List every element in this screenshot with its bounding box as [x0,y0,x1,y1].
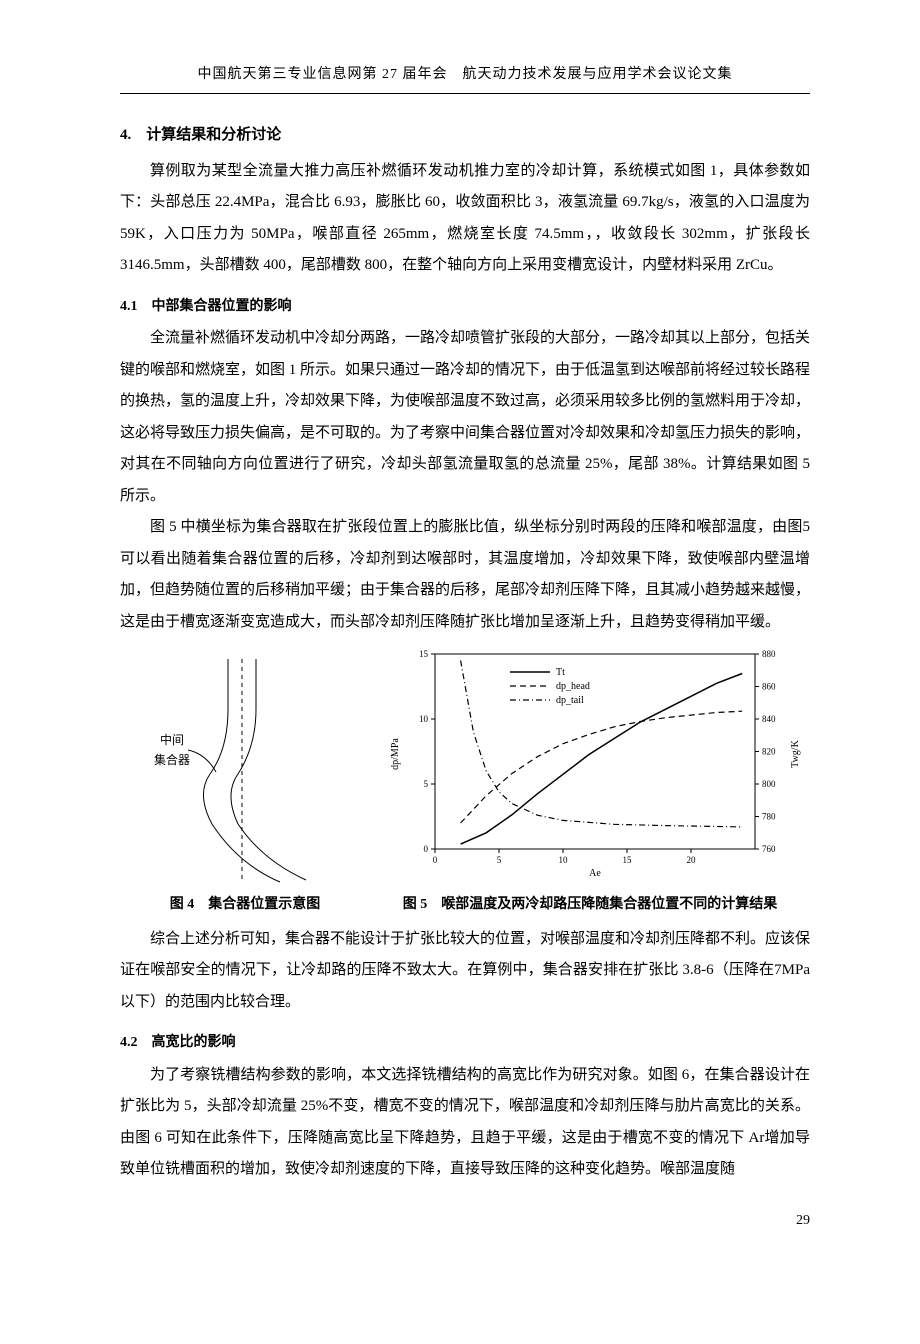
chart-ylabel-right: Twg/K [790,740,801,768]
figure-caption-row: 图 4 集合器位置示意图 图 5 喉部温度及两冷却路压降随集合器位置不同的计算结… [120,890,810,919]
chart-legend: Tt dp_head dp_tail [510,667,590,706]
svg-text:860: 860 [762,682,776,692]
svg-text:15: 15 [419,649,429,659]
svg-text:880: 880 [762,649,776,659]
legend-dphead: dp_head [556,681,590,692]
legend-dptail: dp_tail [556,695,584,706]
svg-text:760: 760 [762,844,776,854]
fig4-label-collector: 集合器 [154,752,190,767]
svg-text:780: 780 [762,812,776,822]
figure-row: 中间 集合器 0 5 10 15 20 0 5 10 15 760 780 800 820 840 86… [120,644,810,884]
svg-text:10: 10 [419,714,429,724]
chart-series-dptail [461,661,743,827]
section-4-1-para-1: 全流量补燃循环发动机中冷却分两路，一路冷却喷管扩张段的大部分，一路冷却其以上部分… [120,323,810,512]
svg-text:0: 0 [424,844,429,854]
figure-4-svg: 中间 集合器 [120,654,320,884]
svg-text:820: 820 [762,747,776,757]
fig4-label-mid: 中间 [160,732,184,747]
chart-ylabel-left: dp/MPa [390,738,401,770]
svg-text:5: 5 [424,779,429,789]
svg-text:15: 15 [623,855,633,865]
svg-text:5: 5 [497,855,502,865]
section-4-1-para-2: 图 5 中横坐标为集合器取在扩张段位置上的膨胀比值，纵坐标分别时两段的压降和喉部… [120,512,810,638]
section-4-title: 4. 计算结果和分析讨论 [120,120,810,152]
figure-5-chart: 0 5 10 15 20 0 5 10 15 760 780 800 820 840 860 880 Ae… [380,644,810,884]
legend-tt: Tt [556,667,565,678]
page-number: 29 [120,1206,810,1235]
svg-text:10: 10 [559,855,569,865]
section-4-1-para-3: 综合上述分析可知，集合器不能设计于扩张比较大的位置，对喉部温度和冷却剂压降都不利… [120,924,810,1019]
figure-4-caption: 图 4 集合器位置示意图 [120,890,370,919]
chart-xlabel: Ae [589,868,601,879]
chart-series-tt [461,674,743,845]
section-4-2-para-1: 为了考察铣槽结构参数的影响，本文选择铣槽结构的高宽比作为研究对象。如图 6，在集… [120,1060,810,1186]
section-4-para-1: 算例取为某型全流量大推力高压补燃循环发动机推力室的冷却计算，系统模式如图 1，具… [120,156,810,282]
svg-text:20: 20 [687,855,697,865]
svg-text:0: 0 [433,855,438,865]
figure-5-caption: 图 5 喉部温度及两冷却路压降随集合器位置不同的计算结果 [370,890,810,919]
page-header: 中国航天第三专业信息网第 27 届年会 航天动力技术发展与应用学术会议论文集 [120,60,810,94]
svg-text:840: 840 [762,714,776,724]
svg-text:800: 800 [762,779,776,789]
section-4-1-title: 4.1 中部集合器位置的影响 [120,292,810,321]
chart-series-dphead [461,711,743,823]
section-4-2-title: 4.2 高宽比的影响 [120,1028,810,1057]
